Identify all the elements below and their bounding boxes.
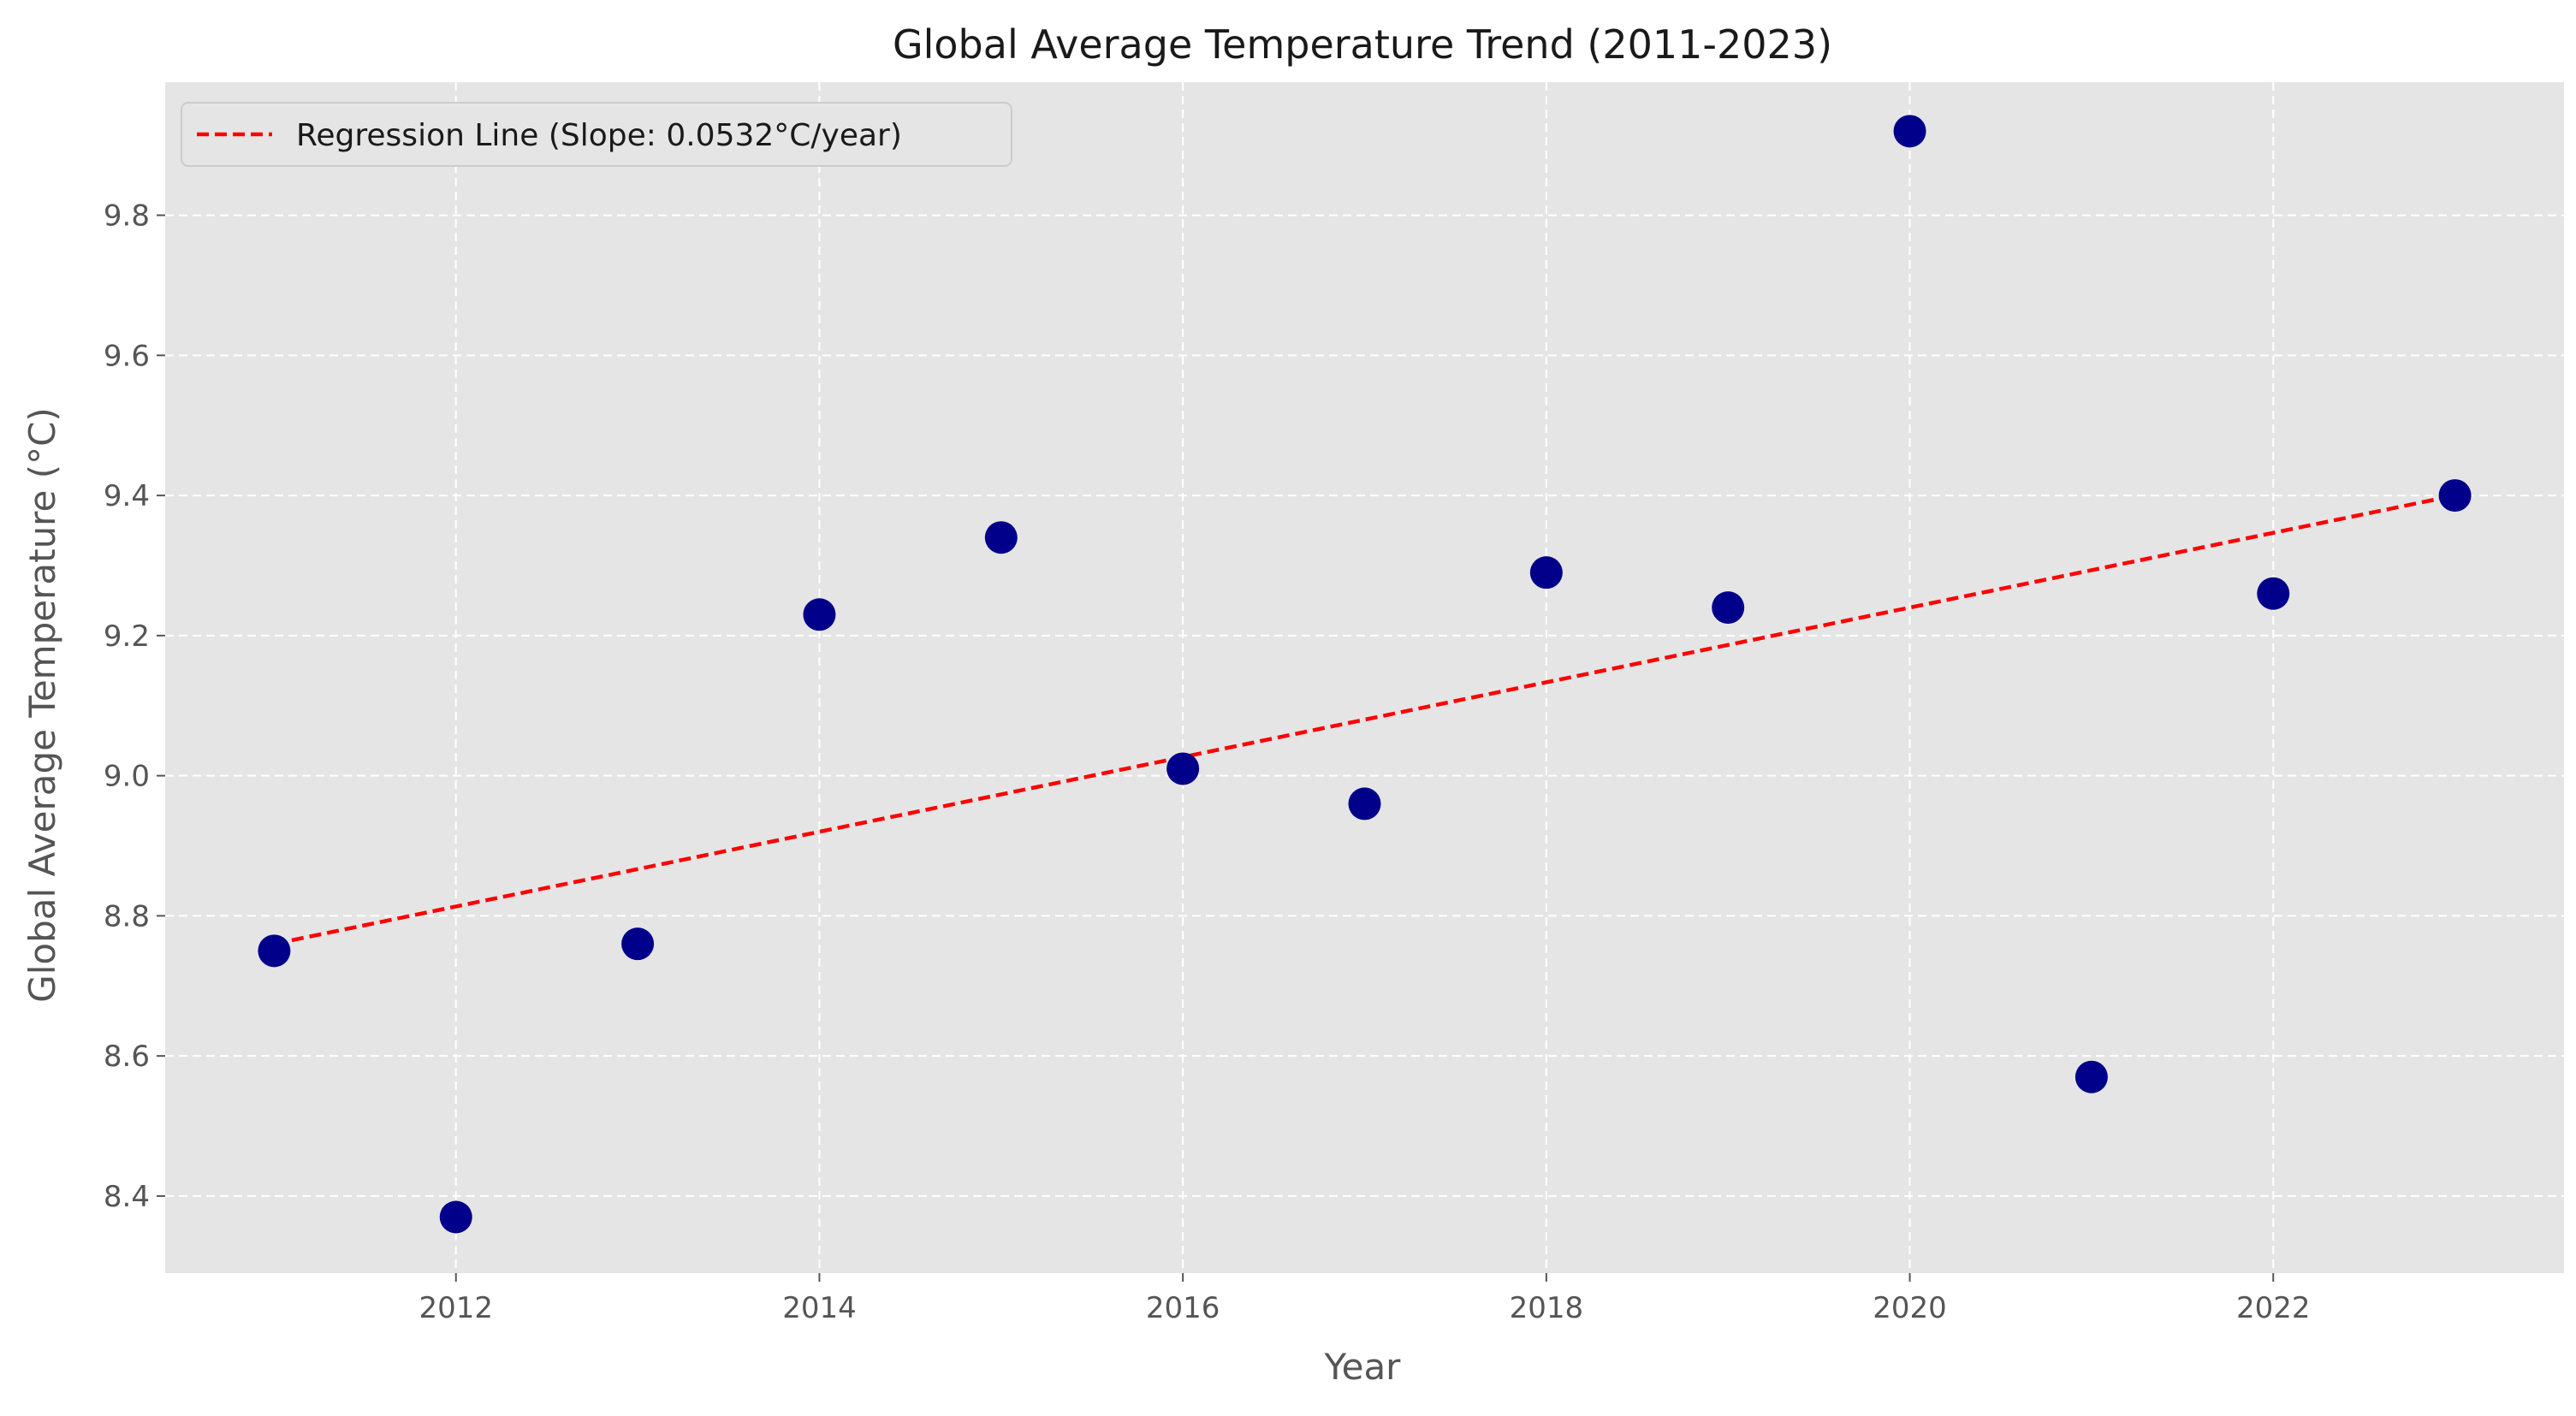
data-point <box>984 521 1018 554</box>
regression-line <box>273 493 2456 946</box>
y-tick-label: 8.4 <box>104 1180 150 1214</box>
y-tick-label: 9.8 <box>104 199 150 234</box>
x-tick-label: 2020 <box>1873 1291 1947 1325</box>
chart-title: Global Average Temperature Trend (2011-2… <box>893 21 1832 68</box>
plot-area <box>165 82 2564 1273</box>
data-point <box>1893 115 1926 148</box>
data-point <box>2257 577 2290 610</box>
data-point <box>803 598 836 631</box>
x-axis-label: Year <box>1324 1346 1402 1388</box>
data-point <box>1166 752 1200 785</box>
data-point <box>1712 591 1745 625</box>
regression-layer <box>273 493 2456 946</box>
x-tick-label: 2018 <box>1510 1291 1584 1325</box>
legend-box <box>181 102 1012 167</box>
y-tick-label: 9.0 <box>104 760 150 794</box>
x-tick-label: 2012 <box>418 1291 493 1325</box>
y-tick-label: 9.4 <box>104 479 150 513</box>
y-axis-label: Global Average Temperature (°C) <box>21 407 63 1003</box>
data-point <box>621 927 655 961</box>
data-point <box>2074 1060 2108 1093</box>
data-point <box>258 934 291 968</box>
data-point <box>1348 787 1381 821</box>
axis-ticks: 2012 2014 2016 2018 2020 2022 8.4 8.6 8.8 9.0 9.2 9… <box>104 199 2311 1325</box>
x-tick-label: 2016 <box>1146 1291 1220 1325</box>
data-point <box>2438 479 2472 512</box>
y-tick-label: 8.8 <box>104 899 150 933</box>
data-points <box>258 115 2472 1234</box>
y-tick-label: 8.6 <box>104 1040 150 1074</box>
y-tick-label: 9.6 <box>104 339 150 373</box>
legend: Regression Line (Slope: 0.0532°C/year) <box>181 102 1012 167</box>
x-tick-label: 2014 <box>782 1291 857 1325</box>
y-tick-label: 9.2 <box>104 619 150 654</box>
legend-entry-regression: Regression Line (Slope: 0.0532°C/year) <box>296 118 902 153</box>
data-point <box>1529 556 1563 590</box>
grid-lines <box>165 82 2564 1273</box>
x-tick-label: 2022 <box>2236 1291 2311 1325</box>
data-point <box>439 1200 472 1234</box>
